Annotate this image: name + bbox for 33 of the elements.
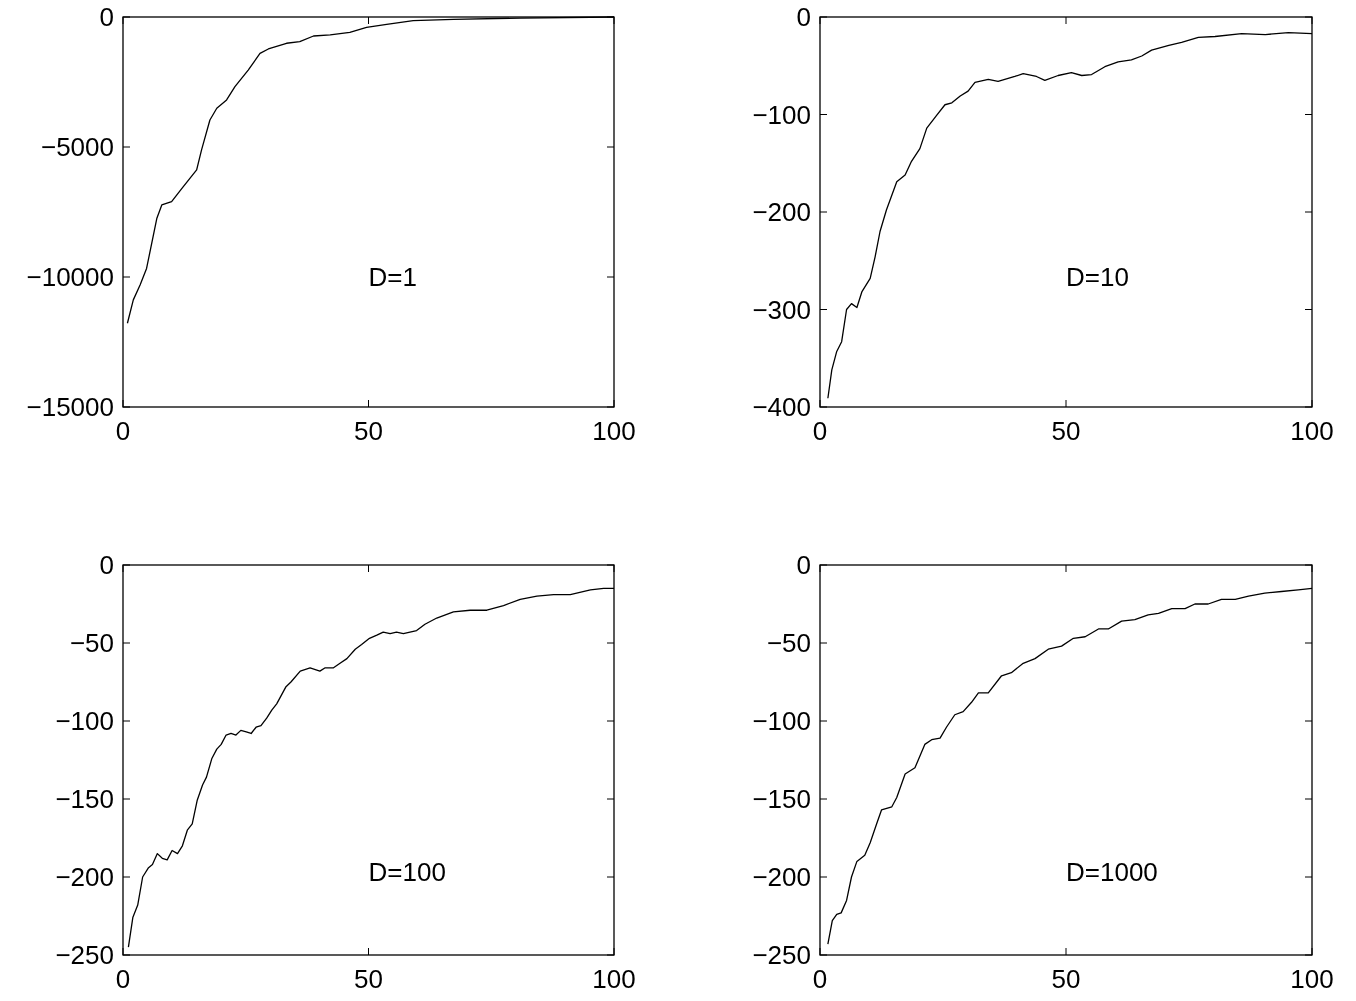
y-tick-label: −150: [55, 784, 114, 814]
annotation: D=10: [1066, 262, 1129, 293]
y-tick-label: 0: [796, 550, 811, 580]
y-tick-label: −100: [752, 706, 811, 736]
x-tick-label: 100: [1290, 416, 1334, 446]
x-tick-label: 50: [354, 964, 383, 994]
y-tick-label: −300: [752, 294, 811, 325]
y-tick-label: 0: [99, 2, 114, 32]
y-tick-label: −200: [752, 197, 811, 227]
y-tick-label: −250: [752, 940, 811, 970]
y-tick-label: −200: [752, 862, 811, 892]
y-tick-label: −50: [766, 628, 811, 658]
x-tick-label: 50: [1051, 416, 1081, 446]
annotation: D=100: [368, 856, 446, 887]
y-tick-label: −5000: [40, 132, 114, 162]
y-tick-label: −100: [55, 706, 114, 736]
y-tick-label: −10000: [26, 262, 114, 292]
y-tick-label: 0: [99, 550, 114, 580]
x-tick-label: 50: [354, 416, 383, 446]
x-tick-label: 50: [1051, 964, 1081, 994]
y-tick-label: −250: [55, 940, 114, 970]
y-tick-label: −400: [752, 392, 811, 422]
y-tick-label: −150: [752, 784, 811, 814]
x-tick-label: 100: [592, 416, 636, 446]
y-tick-label: −50: [69, 628, 114, 658]
y-tick-label: −200: [55, 862, 114, 892]
y-tick-label: −100: [752, 99, 811, 130]
annotation: D=1000: [1066, 856, 1158, 887]
x-tick-label: 100: [592, 964, 636, 994]
y-tick-label: 0: [796, 2, 811, 32]
annotation: D=1: [368, 262, 417, 293]
y-tick-label: −15000: [26, 392, 114, 422]
x-tick-label: 100: [1290, 964, 1334, 994]
